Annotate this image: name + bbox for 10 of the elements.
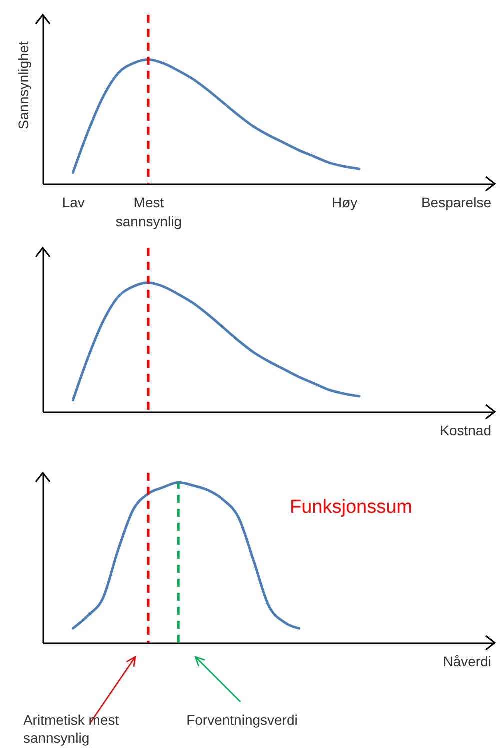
x-axis-title: Nåverdi bbox=[443, 654, 492, 670]
text: Aritmetisk mest sannsynlig bbox=[23, 712, 120, 746]
x-axis-title: Besparelse bbox=[421, 194, 492, 210]
x-tick-label: Høy bbox=[332, 194, 358, 210]
x-axis-title: Kostnad bbox=[440, 422, 492, 438]
text: Forventningsverdi bbox=[186, 712, 298, 728]
x-tick-label: Lav bbox=[62, 194, 85, 210]
annotation: Funksjonssum bbox=[290, 497, 412, 518]
x-tick-label: Mest sannsynlig bbox=[116, 194, 182, 230]
y-axis-title: Sannsynlighet bbox=[16, 41, 32, 130]
